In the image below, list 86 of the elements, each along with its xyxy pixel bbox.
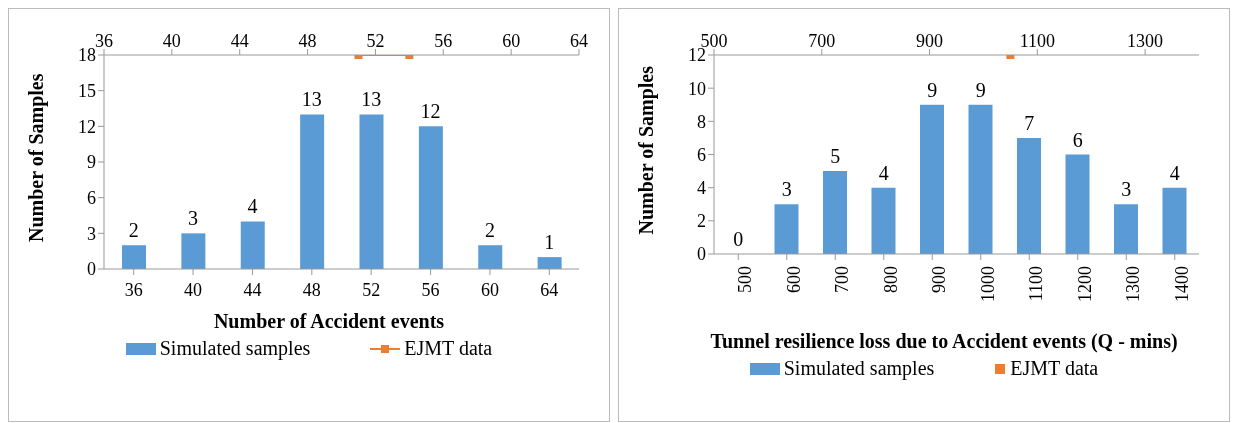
data-label: 7: [1024, 111, 1035, 134]
y-tick-label: 0: [697, 244, 706, 265]
data-label: 3: [188, 207, 199, 230]
bar: [418, 126, 443, 269]
data-label: 13: [301, 88, 322, 111]
x-tick-label: 1000: [977, 266, 998, 302]
x2-tick-label: 40: [162, 31, 181, 51]
legend-label: EJMT data: [1009, 357, 1099, 380]
x-tick-label: 600: [783, 266, 804, 293]
x2-tick-label: 52: [366, 31, 385, 51]
x-tick-label: 900: [929, 266, 950, 293]
x-tick-label: 1200: [1074, 266, 1095, 302]
bar: [359, 114, 384, 269]
x-tick-label: 700: [832, 266, 853, 293]
x-tick-label: 800: [880, 266, 901, 293]
x2-tick-label: 36: [95, 31, 113, 51]
bar: [537, 257, 562, 269]
x-tick-label: 60: [480, 279, 499, 300]
data-label: 4: [247, 195, 258, 218]
data-label: 1: [544, 231, 555, 254]
data-label: 9: [927, 78, 938, 101]
bar: [478, 245, 503, 269]
data-label: 4: [1169, 161, 1180, 184]
y-tick-label: 0: [87, 259, 96, 280]
y-tick-label: 9: [87, 152, 96, 173]
bar: [122, 245, 146, 269]
legend-label: Simulated samples: [782, 357, 935, 380]
x2-tick-label: 700: [808, 31, 836, 51]
data-label: 2: [128, 219, 139, 242]
x-tick-label: 1300: [1123, 266, 1144, 302]
x-tick-label: 40: [184, 279, 203, 300]
y-axis-title: Number of Samples: [25, 73, 49, 242]
data-label: 3: [1121, 178, 1132, 201]
bar: [920, 104, 944, 254]
y-tick-label: 18: [78, 45, 96, 66]
legend-label: Simulated samples: [158, 337, 311, 360]
x-tick-label: 500: [735, 266, 756, 293]
x-axis-title: Number of Accident events: [212, 309, 446, 333]
x2-tick-label: 56: [434, 31, 453, 51]
bar: [300, 114, 325, 269]
data-label: 12: [420, 100, 441, 123]
x2-tick-label: 900: [916, 31, 944, 51]
y-tick-label: 6: [697, 144, 706, 165]
x-axis-title: Tunnel resilience loss due to Accident events (Q - mins): [709, 329, 1179, 353]
bar: [774, 204, 799, 254]
bar: [968, 104, 993, 254]
legend-label: EJMT data: [403, 337, 493, 360]
data-label: 0: [733, 228, 744, 250]
x-tick-label: 64: [540, 279, 559, 300]
y-tick-label: 8: [697, 111, 706, 132]
data-label: 6: [1072, 128, 1083, 151]
x-tick-label: 1100: [1026, 266, 1047, 302]
y-tick-label: 15: [78, 81, 96, 102]
y-tick-label: 3: [87, 223, 96, 244]
bar: [240, 221, 265, 269]
bar: [1065, 154, 1090, 254]
data-label: 2: [484, 219, 495, 242]
data-label: 4: [878, 161, 889, 184]
data-label: 9: [975, 78, 986, 101]
y-tick-label: 6: [87, 188, 96, 209]
x-tick-label: 48: [302, 279, 321, 300]
bar: [1162, 187, 1187, 254]
x-tick-label: 52: [362, 279, 381, 300]
y-tick-label: 12: [78, 116, 96, 137]
x-tick-label: 1400: [1171, 266, 1192, 302]
bar: [181, 233, 206, 269]
x2-tick-label: 60: [502, 31, 521, 51]
x2-tick-label: 48: [298, 31, 317, 51]
data-label: 3: [781, 178, 792, 201]
bar: [871, 187, 896, 254]
x-tick-label: 56: [421, 279, 440, 300]
x2-tick-label: 1300: [1127, 31, 1164, 51]
y-tick-label: 4: [697, 178, 706, 199]
x2-tick-label: 44: [230, 31, 249, 51]
x2-tick-label: 1100: [1019, 31, 1056, 51]
x-tick-label: 44: [243, 279, 262, 300]
x-tick-label: 36: [124, 279, 143, 300]
bar: [823, 171, 847, 254]
y-tick-label: 2: [697, 211, 706, 232]
data-label: 13: [361, 88, 382, 111]
x2-tick-label: 64: [570, 31, 588, 51]
bar: [1114, 204, 1138, 254]
y-tick-label: 10: [688, 78, 706, 99]
y-axis-title: Number of Samples: [635, 65, 659, 235]
bar: [1017, 137, 1041, 254]
data-label: 5: [830, 145, 841, 168]
